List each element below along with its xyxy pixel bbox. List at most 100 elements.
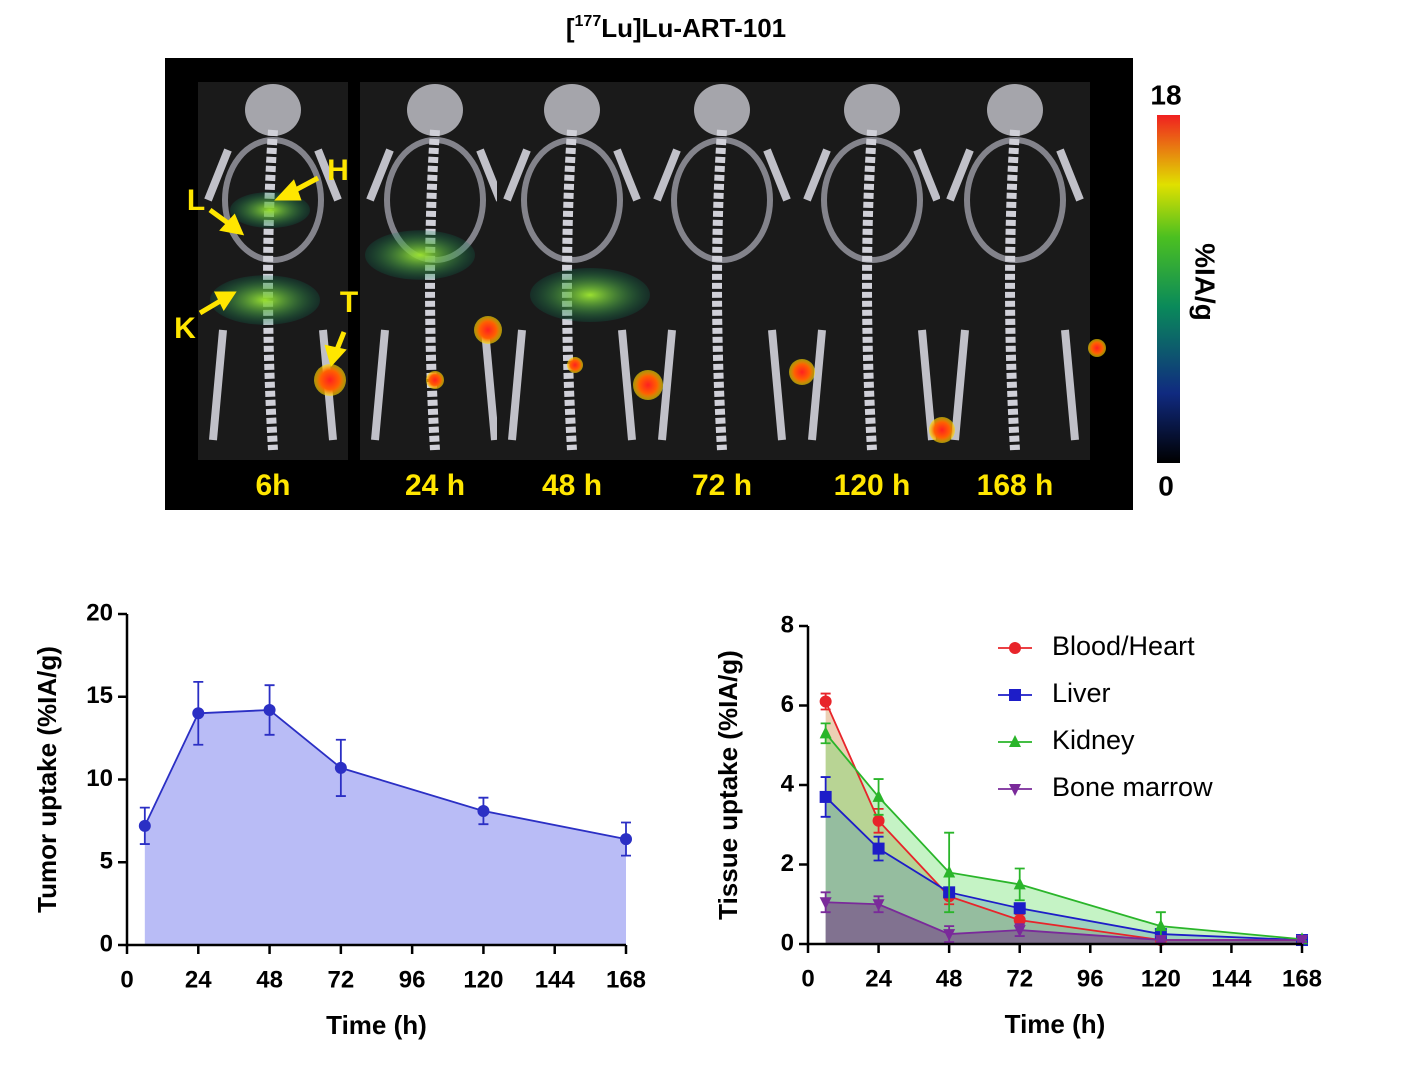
legs [366, 148, 504, 441]
x-tick-label: 120 [1141, 965, 1181, 992]
marker [872, 814, 885, 827]
x-tick-label: 24 [865, 965, 892, 992]
title-sup: 177 [575, 13, 602, 30]
legend-label: Blood/Heart [1052, 631, 1195, 661]
colorbar-max: 18 [1150, 79, 1181, 110]
marker [138, 819, 151, 832]
x-tick-label: 48 [256, 966, 283, 993]
uptake-spot [474, 316, 502, 344]
marker [819, 790, 832, 803]
uptake-spot [426, 371, 444, 389]
x-axis-label: Time (h) [326, 1010, 427, 1040]
skull [987, 84, 1043, 136]
mouse-frame [797, 82, 947, 460]
time-label: 72 h [692, 469, 752, 502]
marker [1013, 925, 1026, 938]
x-tick-label: 144 [535, 966, 576, 993]
marker [1154, 935, 1167, 948]
y-tick-label: 0 [100, 930, 113, 957]
x-tick-label: 96 [1077, 965, 1104, 992]
y-tick-label: 15 [86, 682, 113, 709]
skull [544, 84, 600, 136]
x-tick-label: 96 [399, 966, 426, 993]
line [825, 901, 1302, 941]
legend-marker [1009, 735, 1021, 747]
organ-label: K [174, 312, 196, 345]
y-tick-label: 8 [781, 611, 794, 638]
time-label: 120 h [834, 469, 911, 502]
marker [477, 804, 490, 817]
legend-label: Bone marrow [1052, 772, 1213, 802]
marker [943, 929, 956, 942]
x-tick-label: 72 [1006, 965, 1033, 992]
marker [872, 789, 885, 802]
legend-marker [1009, 642, 1021, 654]
x-tick-label: 48 [936, 965, 963, 992]
line [824, 732, 1303, 941]
line [825, 796, 1303, 941]
area [825, 902, 1302, 944]
legs [653, 148, 791, 441]
marker [819, 726, 832, 739]
marker [620, 833, 632, 846]
organ-label: L [187, 184, 205, 217]
time-label: 24 h [405, 469, 465, 502]
y-tick-label: 5 [100, 848, 113, 875]
marker [192, 707, 205, 720]
mouse-frame [647, 82, 797, 460]
x-tick-label: 72 [328, 966, 355, 993]
marker [263, 703, 276, 716]
skull [694, 84, 750, 136]
uptake-spot [567, 357, 583, 373]
y-tick-label: 6 [781, 691, 794, 718]
y-tick-label: 0 [781, 929, 794, 956]
legs [803, 148, 941, 441]
uptake-spot [1088, 339, 1106, 357]
legend-marker [1009, 689, 1021, 701]
area [825, 796, 1302, 944]
organ-label: H [327, 154, 349, 187]
y-tick-label: 10 [86, 765, 113, 792]
legend-label: Liver [1052, 678, 1111, 708]
y-tick-label: 20 [86, 599, 113, 626]
mouse-frame [940, 82, 1090, 460]
legend-label: Kidney [1052, 725, 1135, 755]
uptake-spot [633, 370, 663, 400]
y-tick-label: 4 [781, 770, 795, 797]
panel-title: [177Lu]Lu-ART-101 [566, 13, 786, 43]
marker [1296, 935, 1308, 948]
mouse-images [198, 82, 1106, 460]
skull [407, 84, 463, 136]
x-tick-label: 0 [120, 966, 133, 993]
x-tick-label: 168 [1282, 965, 1322, 992]
x-axis-label: Time (h) [1005, 1009, 1106, 1039]
x-tick-label: 24 [185, 966, 212, 993]
marker [1013, 902, 1026, 915]
title-part: [ [566, 13, 575, 43]
x-tick-label: 0 [801, 965, 814, 992]
title-part: Lu]Lu-ART-101 [601, 13, 786, 43]
marker [1013, 914, 1026, 927]
organ-label: T [340, 286, 358, 319]
marker [872, 842, 885, 855]
marker [1154, 919, 1167, 932]
area [144, 709, 627, 945]
colorbar-unit: %IA/g [1190, 243, 1221, 321]
legend-marker [1009, 784, 1021, 796]
uptake-spot [314, 364, 346, 396]
spine [425, 129, 440, 451]
marker [334, 761, 347, 774]
mouse-frame [198, 82, 348, 460]
x-tick-label: 168 [606, 966, 646, 993]
spine [862, 129, 877, 451]
time-label: 6h [255, 469, 290, 502]
y-axis-label: Tissue uptake (%IA/g) [713, 650, 743, 920]
legs [946, 148, 1084, 441]
marker [872, 899, 885, 912]
y-axis-label: Tumor uptake (%IA/g) [32, 646, 62, 913]
spine [1005, 129, 1020, 451]
uptake-spot [789, 359, 815, 385]
x-tick-label: 144 [1211, 965, 1252, 992]
marker [819, 695, 832, 708]
uptake-spot [929, 417, 955, 443]
